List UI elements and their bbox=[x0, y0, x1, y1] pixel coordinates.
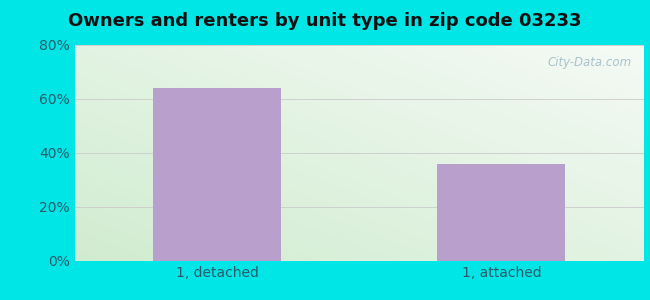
Text: City-Data.com: City-Data.com bbox=[548, 56, 632, 69]
Text: Owners and renters by unit type in zip code 03233: Owners and renters by unit type in zip c… bbox=[68, 12, 582, 30]
Bar bbox=[437, 164, 566, 261]
Bar bbox=[153, 88, 281, 261]
